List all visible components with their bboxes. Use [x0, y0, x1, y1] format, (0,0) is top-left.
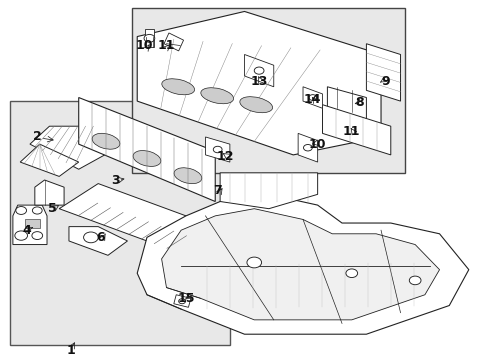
Polygon shape — [20, 144, 79, 176]
Polygon shape — [35, 180, 64, 205]
Circle shape — [178, 299, 185, 304]
Ellipse shape — [92, 133, 120, 149]
Polygon shape — [173, 295, 190, 307]
Circle shape — [15, 231, 27, 240]
Polygon shape — [220, 173, 317, 209]
Circle shape — [83, 232, 98, 243]
Ellipse shape — [133, 150, 161, 166]
Polygon shape — [69, 226, 127, 255]
Text: 6: 6 — [96, 231, 105, 244]
Polygon shape — [163, 33, 183, 51]
Polygon shape — [366, 44, 400, 101]
Circle shape — [308, 95, 316, 100]
Ellipse shape — [174, 168, 202, 184]
Circle shape — [408, 276, 420, 285]
Circle shape — [345, 269, 357, 278]
Text: 5: 5 — [47, 202, 56, 215]
Polygon shape — [244, 54, 273, 87]
Text: 11: 11 — [342, 125, 360, 138]
Bar — [132, 8, 405, 173]
Text: 9: 9 — [381, 75, 389, 88]
Circle shape — [16, 207, 26, 215]
Bar — [10, 101, 229, 345]
Polygon shape — [25, 220, 40, 228]
Circle shape — [32, 231, 42, 239]
Polygon shape — [205, 137, 229, 162]
Polygon shape — [30, 126, 118, 169]
Polygon shape — [137, 194, 468, 334]
Text: 12: 12 — [216, 150, 233, 163]
Polygon shape — [144, 30, 154, 47]
Ellipse shape — [201, 88, 233, 104]
Polygon shape — [59, 184, 224, 255]
Polygon shape — [79, 98, 215, 202]
Text: 13: 13 — [250, 75, 267, 88]
Text: 15: 15 — [177, 292, 194, 305]
Text: 1: 1 — [67, 344, 76, 357]
Text: 11: 11 — [158, 39, 175, 52]
Text: 10: 10 — [308, 138, 325, 150]
Polygon shape — [327, 87, 366, 119]
Polygon shape — [322, 105, 390, 155]
Polygon shape — [303, 87, 322, 108]
Circle shape — [32, 207, 42, 214]
Text: 10: 10 — [136, 39, 153, 52]
Text: 14: 14 — [304, 93, 321, 106]
Text: 2: 2 — [33, 130, 41, 144]
Text: 4: 4 — [22, 224, 31, 237]
Polygon shape — [13, 205, 47, 244]
Polygon shape — [298, 134, 317, 162]
Circle shape — [254, 67, 264, 74]
Circle shape — [213, 146, 222, 153]
Ellipse shape — [239, 97, 272, 113]
Circle shape — [303, 144, 312, 151]
Ellipse shape — [162, 79, 194, 95]
Polygon shape — [161, 209, 439, 320]
Text: 8: 8 — [354, 96, 363, 109]
Circle shape — [144, 35, 155, 42]
Text: 3: 3 — [111, 174, 120, 186]
Polygon shape — [137, 12, 380, 155]
Circle shape — [246, 257, 261, 268]
Text: 7: 7 — [213, 184, 222, 197]
